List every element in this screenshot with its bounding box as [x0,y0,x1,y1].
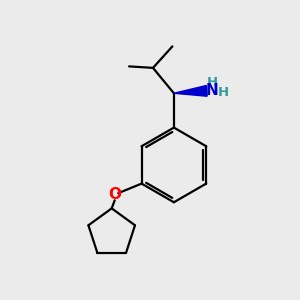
Text: H: H [207,76,218,89]
Text: N: N [206,83,218,98]
Polygon shape [174,85,207,96]
Text: H: H [218,86,229,99]
Text: O: O [108,188,121,202]
